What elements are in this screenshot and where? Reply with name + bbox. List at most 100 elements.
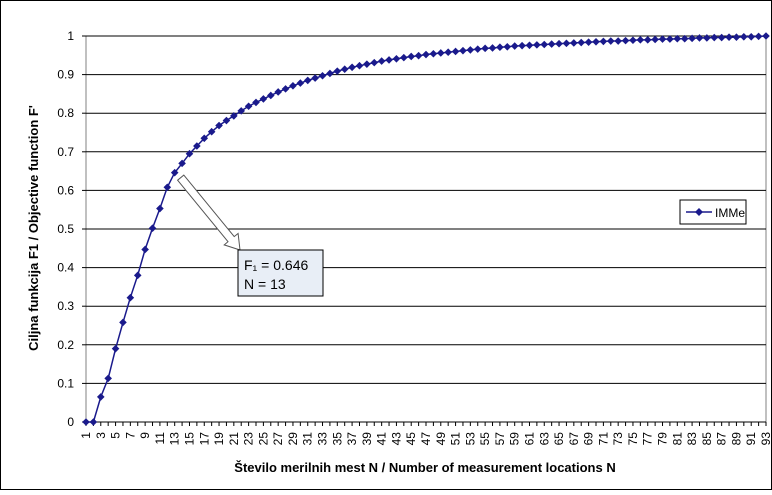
data-point-marker	[414, 51, 423, 60]
data-point-marker	[133, 271, 142, 280]
x-tick-label: 79	[656, 432, 670, 446]
plot-area: 00.10.20.30.40.50.60.70.80.911 3 5 7 9 11 13 15…	[57, 29, 772, 445]
x-tick-label: 21	[227, 432, 241, 446]
y-tick-label: 0.7	[57, 145, 74, 159]
data-point-marker	[503, 43, 512, 51]
data-point-marker	[680, 34, 689, 43]
x-tick-label: 75	[626, 432, 640, 446]
y-tick-label: 0.4	[57, 261, 74, 275]
data-point-marker	[599, 37, 608, 46]
data-point-marker	[703, 34, 711, 42]
x-tick-label: 51	[449, 432, 463, 446]
data-point-marker	[643, 36, 652, 44]
data-point-marker	[400, 53, 408, 62]
x-tick-label: 19	[212, 432, 226, 446]
x-tick-label: 59	[508, 432, 522, 446]
y-axis-label: Ciljna funkcija F1 / Objective function …	[26, 105, 41, 351]
x-tick-label: 67	[567, 432, 581, 446]
data-point-marker	[673, 34, 682, 43]
data-point-marker	[370, 58, 379, 67]
x-tick-label: 13	[168, 432, 182, 446]
data-point-marker	[126, 293, 135, 302]
x-tick-label: 69	[582, 432, 596, 446]
data-point-marker	[363, 60, 371, 68]
x-tick-label: 45	[404, 432, 418, 446]
data-point-marker	[629, 36, 637, 45]
legend-label-immme: IMMe	[715, 206, 745, 220]
data-point-marker	[274, 88, 282, 96]
data-point-marker	[666, 35, 674, 43]
data-point-marker	[754, 32, 763, 41]
x-axis-label: Število merilnih mest N / Number of meas…	[234, 460, 615, 475]
data-point-marker	[333, 67, 342, 75]
data-point-marker	[651, 35, 659, 44]
x-tick-label: 1	[79, 432, 93, 439]
data-point-marker	[762, 32, 770, 40]
data-point-marker	[710, 33, 719, 42]
data-point-marker	[178, 159, 186, 168]
data-point-marker	[259, 95, 268, 103]
x-tick-label: 71	[596, 432, 610, 446]
legend: IMMe	[679, 199, 747, 225]
y-tick-label: 0.8	[57, 106, 74, 120]
data-point-marker	[636, 36, 645, 44]
data-point-marker	[422, 50, 430, 59]
data-point-marker	[141, 245, 149, 254]
data-point-marker	[451, 47, 460, 56]
data-point-marker	[96, 393, 105, 401]
data-point-marker	[355, 61, 364, 70]
data-point-marker	[252, 98, 260, 107]
data-point-marker	[281, 85, 290, 93]
data-point-marker	[385, 56, 393, 64]
data-point-marker	[525, 41, 534, 50]
data-point-marker	[555, 39, 563, 48]
data-point-marker	[725, 33, 733, 41]
data-point-marker	[592, 37, 600, 46]
x-tick-label: 55	[478, 432, 492, 446]
x-tick-label: 87	[715, 432, 729, 446]
data-point-marker	[156, 204, 164, 213]
x-tick-label: 37	[345, 432, 359, 446]
data-point-marker	[111, 344, 120, 353]
data-point-marker	[488, 44, 497, 52]
data-point-marker	[119, 318, 127, 327]
data-point-marker	[377, 57, 386, 65]
x-tick-label: 91	[744, 432, 758, 446]
annotation-f1-text: F₁ = 0.646	[244, 257, 308, 273]
x-tick-label: 73	[611, 432, 625, 446]
data-point-marker	[348, 63, 356, 72]
annotation-box	[237, 249, 324, 297]
x-tick-label: 53	[463, 432, 477, 446]
data-point-marker	[533, 41, 541, 49]
data-point-marker	[584, 38, 593, 46]
data-point-marker	[230, 112, 238, 120]
data-point-marker	[510, 42, 519, 50]
x-tick-label: 65	[552, 432, 566, 446]
data-point-marker	[606, 37, 615, 45]
x-tick-label: 25	[256, 432, 270, 446]
data-point-marker	[481, 44, 489, 53]
x-tick-label: 63	[537, 432, 551, 446]
data-point-marker	[459, 46, 467, 55]
x-tick-label: 27	[271, 432, 285, 446]
x-tick-label: 49	[434, 432, 448, 446]
data-point-marker	[237, 107, 246, 115]
x-tick-label: 9	[138, 432, 152, 439]
data-point-marker	[747, 32, 756, 41]
x-tick-label: 5	[109, 432, 123, 439]
x-tick-label: 17	[197, 432, 211, 446]
x-tick-label: 43	[389, 432, 403, 446]
annotation-callout: F₁ = 0.646 N = 13	[176, 174, 324, 297]
x-tick-label: 57	[493, 432, 507, 446]
data-point-marker	[621, 36, 630, 45]
x-tick-label: 89	[729, 432, 743, 446]
x-tick-label: 15	[182, 432, 196, 446]
data-point-marker	[200, 134, 209, 143]
data-point-marker	[466, 46, 475, 54]
data-point-marker	[444, 48, 452, 57]
x-tick-label: 11	[153, 432, 167, 445]
x-tick-label: 77	[641, 432, 655, 446]
data-point-marker	[340, 65, 349, 73]
x-tick-label: 23	[242, 432, 256, 446]
